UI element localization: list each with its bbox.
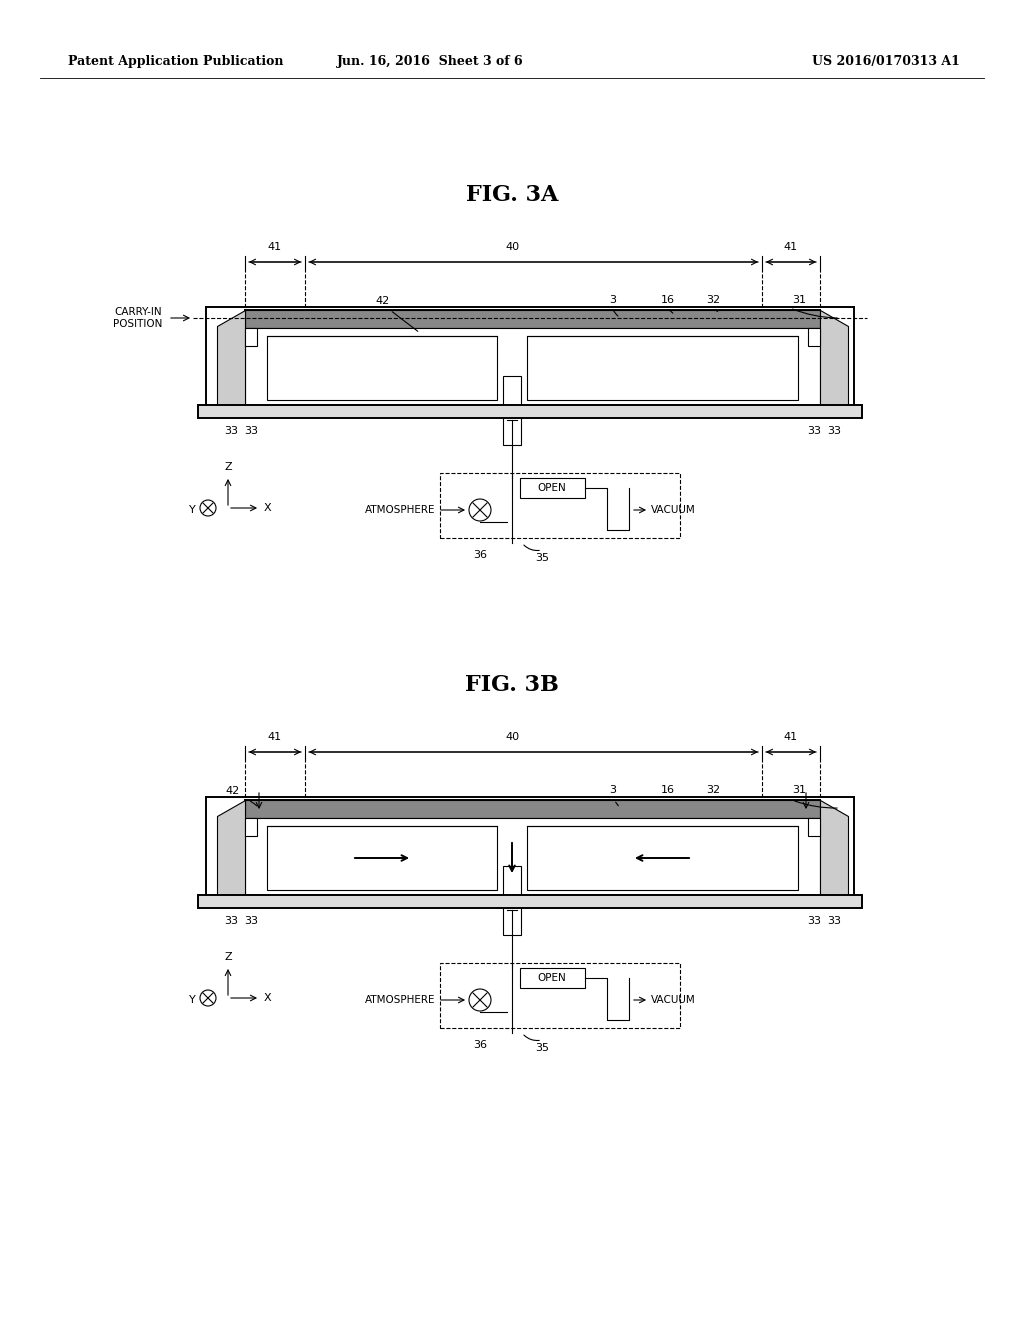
Text: CARRY-IN
POSITION: CARRY-IN POSITION	[113, 306, 162, 329]
Text: 35: 35	[535, 553, 549, 564]
Bar	[267, 826, 497, 890]
Text: 31: 31	[792, 294, 806, 305]
Bar	[198, 895, 862, 908]
Bar	[503, 376, 521, 445]
Text: 3: 3	[609, 294, 616, 305]
Text: 40: 40	[505, 242, 519, 252]
Text: 16: 16	[662, 785, 675, 795]
Bar	[527, 826, 798, 890]
Text: ATMOSPHERE: ATMOSPHERE	[365, 995, 435, 1005]
Text: 36: 36	[473, 550, 487, 560]
Text: VACUUM: VACUUM	[651, 506, 695, 515]
Text: 36: 36	[473, 1040, 487, 1049]
Text: 33: 33	[224, 916, 238, 927]
Bar	[198, 405, 862, 418]
Text: 31: 31	[792, 785, 806, 795]
Bar	[245, 327, 820, 405]
Polygon shape	[820, 310, 848, 405]
Polygon shape	[217, 310, 245, 405]
Text: 32: 32	[706, 294, 720, 305]
Text: FIG. 3B: FIG. 3B	[465, 675, 559, 696]
Bar	[808, 327, 820, 346]
Bar	[503, 866, 521, 935]
Bar	[440, 473, 680, 539]
Text: 33: 33	[827, 916, 841, 927]
Text: 42: 42	[225, 785, 240, 796]
Text: Jun. 16, 2016  Sheet 3 of 6: Jun. 16, 2016 Sheet 3 of 6	[337, 55, 523, 69]
Text: VACUUM: VACUUM	[651, 995, 695, 1005]
Text: 41: 41	[268, 242, 282, 252]
Text: Z: Z	[224, 462, 231, 473]
Text: 16: 16	[662, 294, 675, 305]
Text: 40: 40	[505, 733, 519, 742]
Polygon shape	[217, 800, 245, 895]
Bar	[245, 327, 257, 346]
Text: Y: Y	[189, 995, 196, 1005]
Text: US 2016/0170313 A1: US 2016/0170313 A1	[812, 55, 961, 69]
FancyBboxPatch shape	[520, 478, 585, 498]
Text: X: X	[264, 503, 271, 513]
FancyBboxPatch shape	[520, 968, 585, 987]
Text: 41: 41	[784, 733, 798, 742]
Bar	[245, 800, 820, 818]
Text: 42: 42	[376, 296, 390, 306]
Text: 41: 41	[268, 733, 282, 742]
Text: 41: 41	[784, 242, 798, 252]
Text: X: X	[264, 993, 271, 1003]
Text: Z: Z	[224, 952, 231, 962]
Text: Y: Y	[189, 506, 196, 515]
Text: 33: 33	[224, 426, 238, 436]
Bar	[267, 337, 497, 400]
Text: 33: 33	[244, 916, 258, 927]
Text: ATMOSPHERE: ATMOSPHERE	[365, 506, 435, 515]
Text: 35: 35	[535, 1043, 549, 1053]
Text: 33: 33	[827, 426, 841, 436]
Bar	[440, 964, 680, 1028]
Text: FIG. 3A: FIG. 3A	[466, 183, 558, 206]
Text: OPEN: OPEN	[538, 483, 566, 492]
Bar	[245, 818, 820, 895]
Polygon shape	[820, 800, 848, 895]
Text: 32: 32	[706, 785, 720, 795]
Text: Patent Application Publication: Patent Application Publication	[68, 55, 284, 69]
Bar	[245, 310, 820, 327]
Text: OPEN: OPEN	[538, 973, 566, 983]
Text: 3: 3	[609, 785, 616, 795]
Bar	[808, 818, 820, 836]
Text: 33: 33	[244, 426, 258, 436]
Text: 33: 33	[807, 916, 821, 927]
Bar	[245, 818, 257, 836]
Bar	[527, 337, 798, 400]
Text: 33: 33	[807, 426, 821, 436]
